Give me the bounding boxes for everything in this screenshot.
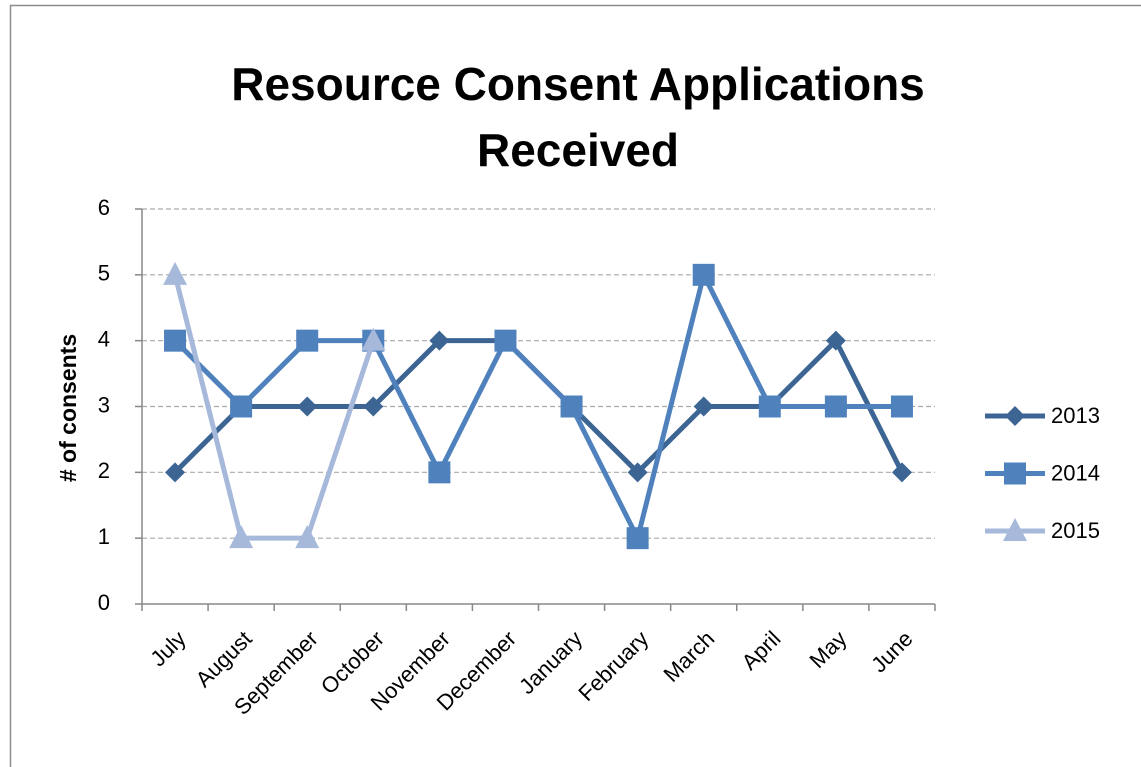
data-point — [297, 396, 318, 417]
data-point — [230, 395, 253, 418]
data-point — [363, 396, 384, 417]
data-point — [295, 525, 320, 549]
y-tick-label: 2 — [98, 458, 110, 483]
legend-marker — [1004, 462, 1026, 485]
data-point — [428, 461, 451, 484]
legend-label: 2013 — [1051, 403, 1100, 428]
series-line — [173, 272, 902, 541]
data-point — [429, 330, 450, 351]
y-tick-label: 1 — [98, 524, 110, 549]
y-tick-label: 5 — [98, 261, 110, 286]
data-point — [164, 329, 187, 352]
data-point — [890, 395, 913, 418]
legend-marker — [1005, 406, 1025, 426]
data-point — [163, 261, 188, 285]
data-point — [825, 330, 846, 351]
data-point — [824, 395, 847, 418]
legend-marker — [1003, 518, 1027, 541]
y-axis-label: # of consents — [55, 334, 81, 482]
chart-title: Received — [477, 124, 679, 176]
series-line — [172, 274, 376, 541]
legend-label: 2015 — [1051, 518, 1100, 543]
data-point — [361, 327, 386, 351]
data-point — [229, 525, 254, 549]
data-point — [560, 395, 583, 418]
data-point — [693, 396, 714, 417]
data-point — [296, 329, 319, 352]
chart-title: Resource Consent Applications — [231, 58, 925, 110]
data-point — [626, 527, 649, 550]
data-point — [692, 263, 715, 286]
data-point — [165, 462, 186, 483]
data-point — [891, 462, 912, 483]
legend-label: 2014 — [1051, 460, 1100, 485]
data-point — [494, 329, 517, 352]
chart-frame — [9, 4, 1141, 767]
data-point — [627, 462, 648, 483]
y-tick-label: 4 — [98, 326, 110, 351]
data-point — [758, 395, 781, 418]
y-tick-label: 6 — [98, 195, 110, 220]
y-tick-label: 0 — [98, 590, 110, 615]
y-tick-label: 3 — [98, 392, 110, 417]
